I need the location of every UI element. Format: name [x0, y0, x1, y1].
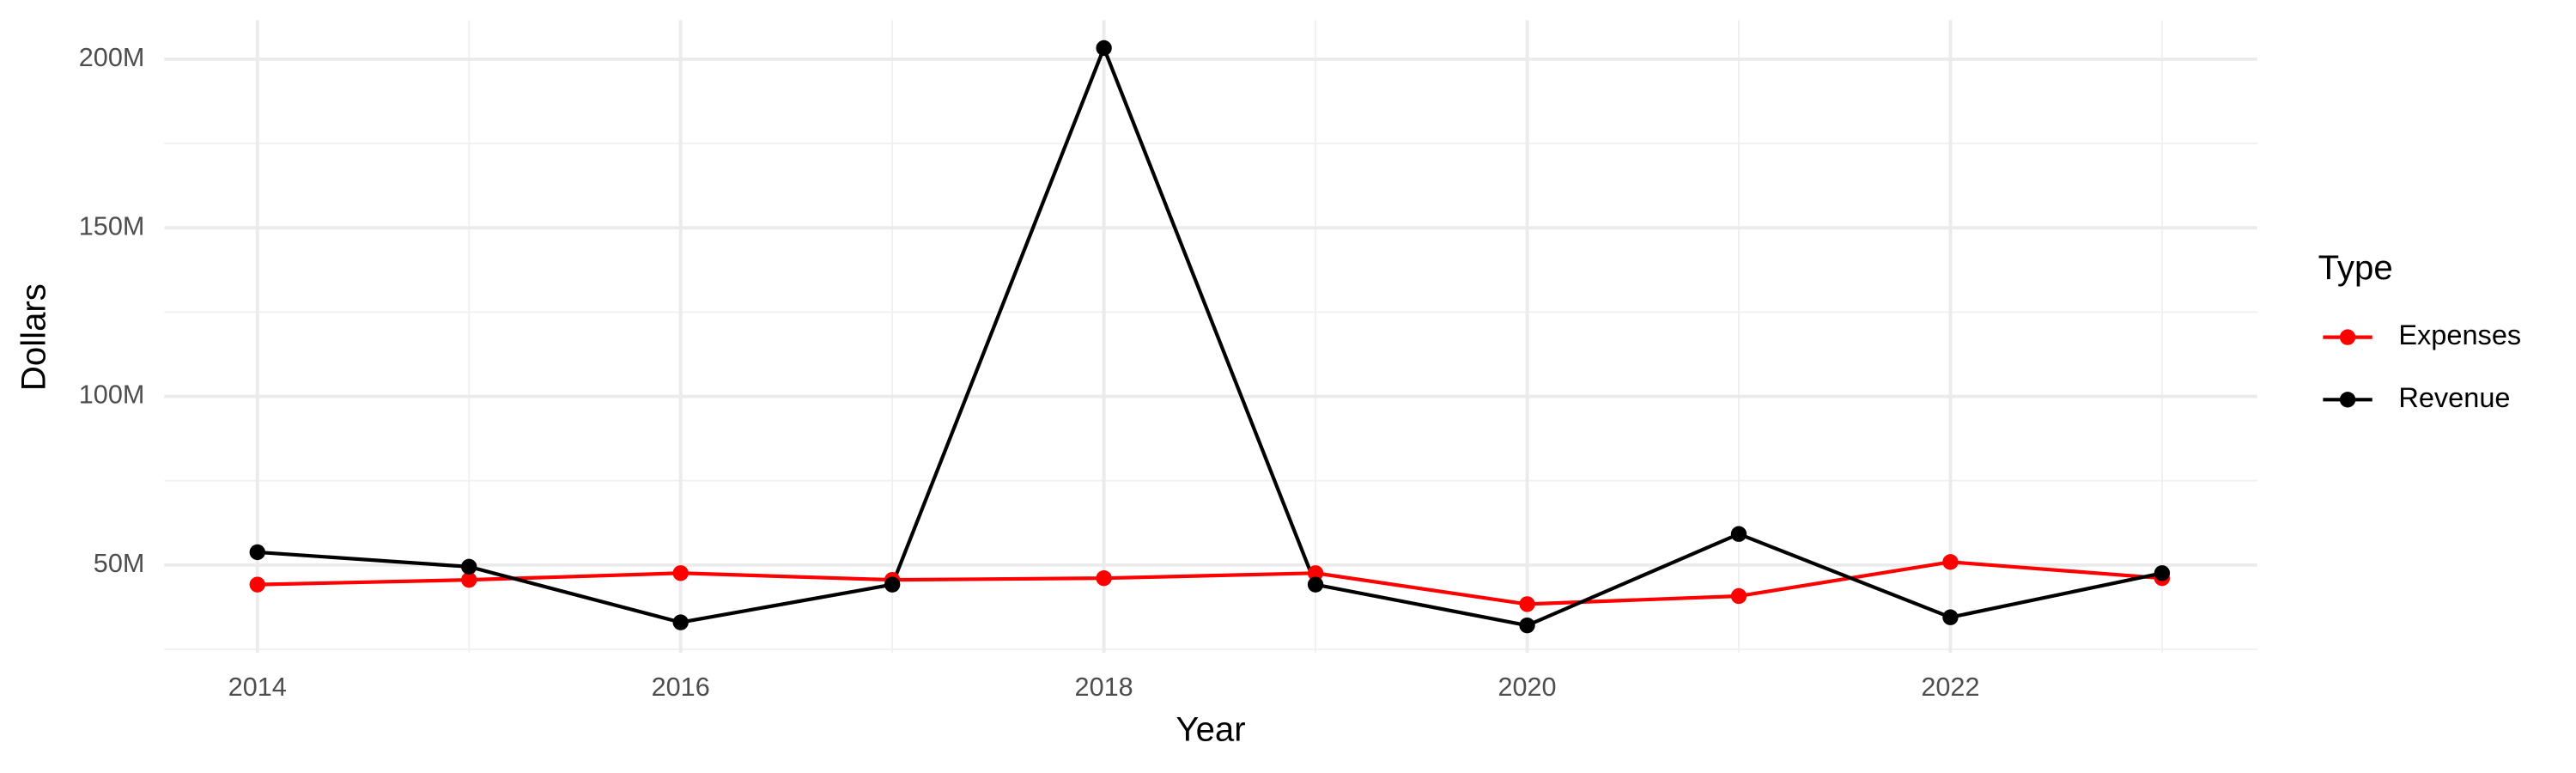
point [1307, 565, 1324, 581]
point [1942, 609, 1959, 625]
legend-label: Revenue [2398, 382, 2510, 413]
y-axis-title: Dollars [15, 283, 53, 391]
line [257, 560, 2163, 606]
point [1307, 576, 1324, 593]
grid [164, 20, 2257, 653]
point [1730, 526, 1747, 542]
y-tick-label: 50M [94, 549, 145, 578]
point [1942, 554, 1959, 570]
point [461, 571, 477, 588]
line [257, 43, 2163, 628]
point [461, 558, 477, 575]
y-tick-label: 200M [79, 43, 145, 72]
point [1519, 617, 1535, 634]
point [672, 614, 689, 630]
x-tick-label: 2020 [1498, 673, 1556, 702]
legend-title: Type [2318, 248, 2393, 287]
point [249, 544, 265, 561]
point [1096, 569, 1112, 587]
point [2154, 565, 2171, 581]
legend-point [2339, 329, 2356, 345]
x-tick-label: 2022 [1921, 673, 1979, 702]
point [672, 565, 689, 581]
x-tick-label: 2014 [228, 673, 287, 702]
point [249, 576, 265, 593]
legend-label: Expenses [2398, 320, 2521, 350]
legend-point [2339, 392, 2356, 408]
x-tick-label: 2016 [652, 673, 710, 702]
x-tick-label: 2018 [1075, 673, 1133, 702]
point [1519, 596, 1535, 612]
x-axis-title: Year [1176, 709, 1246, 748]
point [1730, 587, 1747, 605]
point [884, 576, 901, 593]
point [1096, 40, 1112, 57]
y-tick-label: 150M [79, 211, 145, 240]
y-tick-label: 100M [79, 380, 145, 410]
